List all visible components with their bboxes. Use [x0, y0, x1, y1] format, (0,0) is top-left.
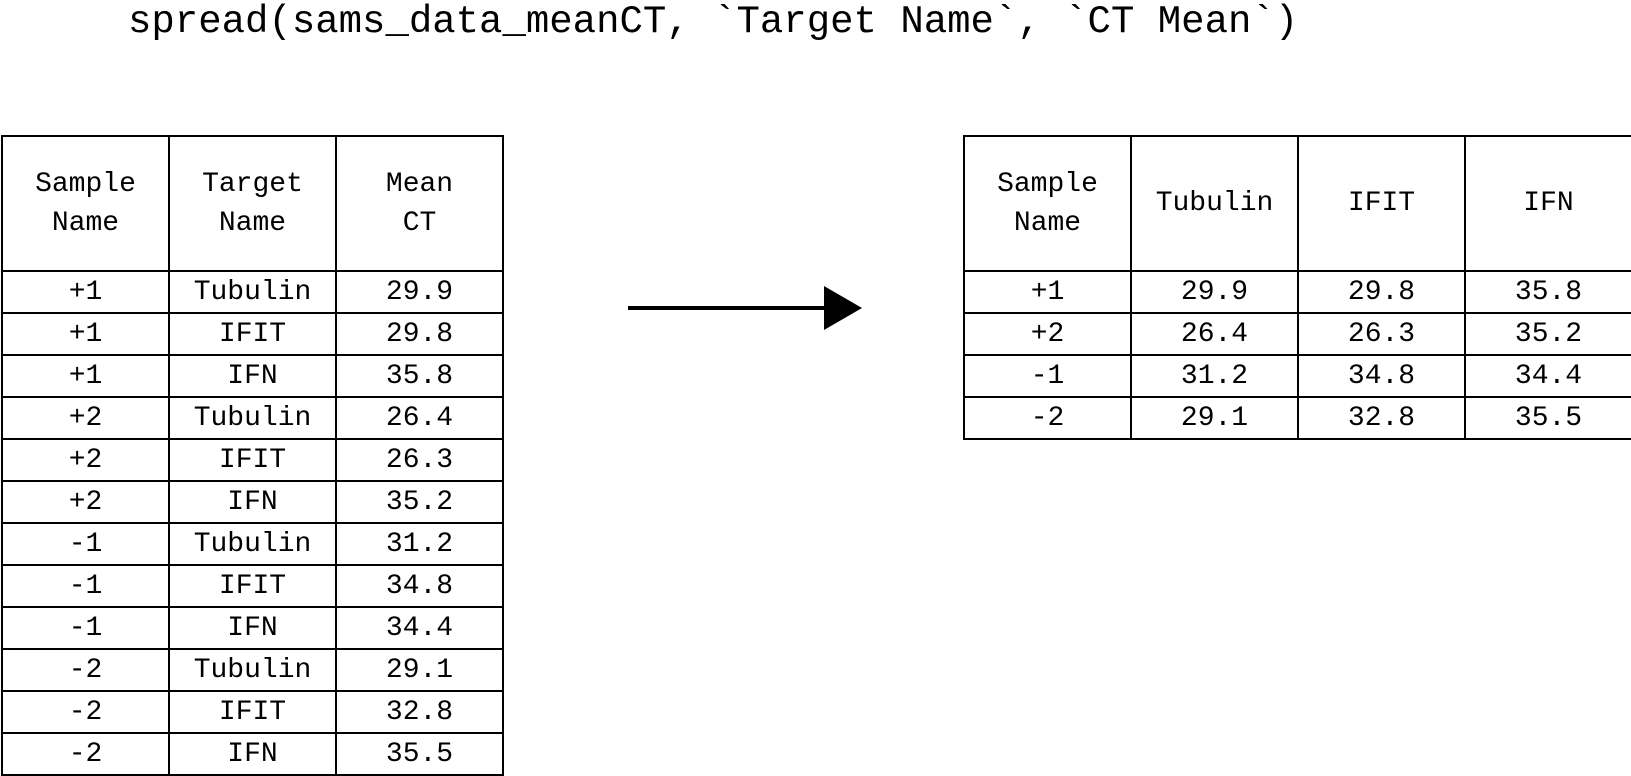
table-cell: 31.2 — [1130, 354, 1299, 398]
long-table-body: +1 Tubulin 29.9 +1 IFIT 29.8 +1 IFN 35.8 +2 Tubuli… — [1, 270, 504, 776]
table-row: +2 26.4 26.3 35.2 — [963, 312, 1631, 356]
table-cell: 31.2 — [335, 522, 504, 566]
long-format-table: Sample Name Target Name Mean CT +1 Tubuli… — [1, 135, 504, 776]
table-row: +1 IFIT 29.8 — [1, 312, 504, 356]
table-cell: 26.3 — [335, 438, 504, 482]
header-sample-name: Sample Name — [963, 135, 1132, 272]
table-cell: 34.4 — [335, 606, 504, 650]
table-cell: IFIT — [168, 564, 337, 608]
table-cell: 29.9 — [1130, 270, 1299, 314]
table-cell: +2 — [963, 312, 1132, 356]
table-cell: 29.8 — [1297, 270, 1466, 314]
header-target-name: Target Name — [168, 135, 337, 272]
table-cell: Tubulin — [168, 396, 337, 440]
table-row: -2 29.1 32.8 35.5 — [963, 396, 1631, 440]
table-cell: 35.5 — [335, 732, 504, 776]
table-row: +2 IFIT 26.3 — [1, 438, 504, 482]
table-cell: +1 — [963, 270, 1132, 314]
table-cell: -2 — [963, 396, 1132, 440]
table-cell: -2 — [1, 732, 170, 776]
table-row: +1 29.9 29.8 35.8 — [963, 270, 1631, 314]
table-cell: +2 — [1, 438, 170, 482]
table-row: +2 IFN 35.2 — [1, 480, 504, 524]
table-cell: IFN — [168, 480, 337, 524]
table-cell: Tubulin — [168, 522, 337, 566]
table-cell: 26.4 — [1130, 312, 1299, 356]
table-row: -2 IFIT 32.8 — [1, 690, 504, 734]
table-cell: -2 — [1, 648, 170, 692]
header-tubulin: Tubulin — [1130, 135, 1299, 272]
table-cell: Tubulin — [168, 270, 337, 314]
header-ifit: IFIT — [1297, 135, 1466, 272]
table-cell: +2 — [1, 396, 170, 440]
table-cell: Tubulin — [168, 648, 337, 692]
table-cell: 26.3 — [1297, 312, 1466, 356]
table-row: -1 Tubulin 31.2 — [1, 522, 504, 566]
table-row: -1 IFN 34.4 — [1, 606, 504, 650]
table-cell: 29.1 — [335, 648, 504, 692]
table-row: -1 31.2 34.8 34.4 — [963, 354, 1631, 398]
table-cell: 29.9 — [335, 270, 504, 314]
right-arrow-icon — [628, 286, 862, 330]
table-cell: 32.8 — [335, 690, 504, 734]
table-cell: +1 — [1, 312, 170, 356]
table-row: +1 IFN 35.8 — [1, 354, 504, 398]
header-ifn: IFN — [1464, 135, 1631, 272]
table-cell: -2 — [1, 690, 170, 734]
header-mean-ct: Mean CT — [335, 135, 504, 272]
table-cell: -1 — [1, 606, 170, 650]
table-cell: 35.8 — [1464, 270, 1631, 314]
table-cell: -1 — [963, 354, 1132, 398]
table-cell: -1 — [1, 522, 170, 566]
table-cell: 29.8 — [335, 312, 504, 356]
table-row: +2 Tubulin 26.4 — [1, 396, 504, 440]
table-cell: IFN — [168, 732, 337, 776]
table-row: +1 Tubulin 29.9 — [1, 270, 504, 314]
table-cell: +1 — [1, 270, 170, 314]
wide-table-body: +1 29.9 29.8 35.8 +2 26.4 26.3 35.2 -1 31.2 34.8 34… — [963, 270, 1631, 440]
table-cell: IFIT — [168, 312, 337, 356]
table-cell: 29.1 — [1130, 396, 1299, 440]
table-cell: 35.5 — [1464, 396, 1631, 440]
table-cell: 26.4 — [335, 396, 504, 440]
code-line: spread(sams_data_meanCT, `Target Name`, … — [128, 0, 1299, 44]
table-cell: 35.2 — [335, 480, 504, 524]
table-cell: IFN — [168, 606, 337, 650]
table-cell: IFN — [168, 354, 337, 398]
table-cell: 34.8 — [1297, 354, 1466, 398]
wide-format-table: Sample Name Tubulin IFIT IFN +1 29.9 29.8 3… — [963, 135, 1631, 440]
table-cell: IFIT — [168, 438, 337, 482]
table-header-row: Sample Name Tubulin IFIT IFN — [963, 135, 1631, 272]
table-cell: -1 — [1, 564, 170, 608]
table-cell: 35.2 — [1464, 312, 1631, 356]
table-cell: 34.8 — [335, 564, 504, 608]
table-row: -2 Tubulin 29.1 — [1, 648, 504, 692]
table-cell: 34.4 — [1464, 354, 1631, 398]
table-row: -1 IFIT 34.8 — [1, 564, 504, 608]
table-cell: IFIT — [168, 690, 337, 734]
table-header-row: Sample Name Target Name Mean CT — [1, 135, 504, 272]
table-cell: 35.8 — [335, 354, 504, 398]
table-cell: +1 — [1, 354, 170, 398]
table-row: -2 IFN 35.5 — [1, 732, 504, 776]
header-sample-name: Sample Name — [1, 135, 170, 272]
table-cell: 32.8 — [1297, 396, 1466, 440]
table-cell: +2 — [1, 480, 170, 524]
